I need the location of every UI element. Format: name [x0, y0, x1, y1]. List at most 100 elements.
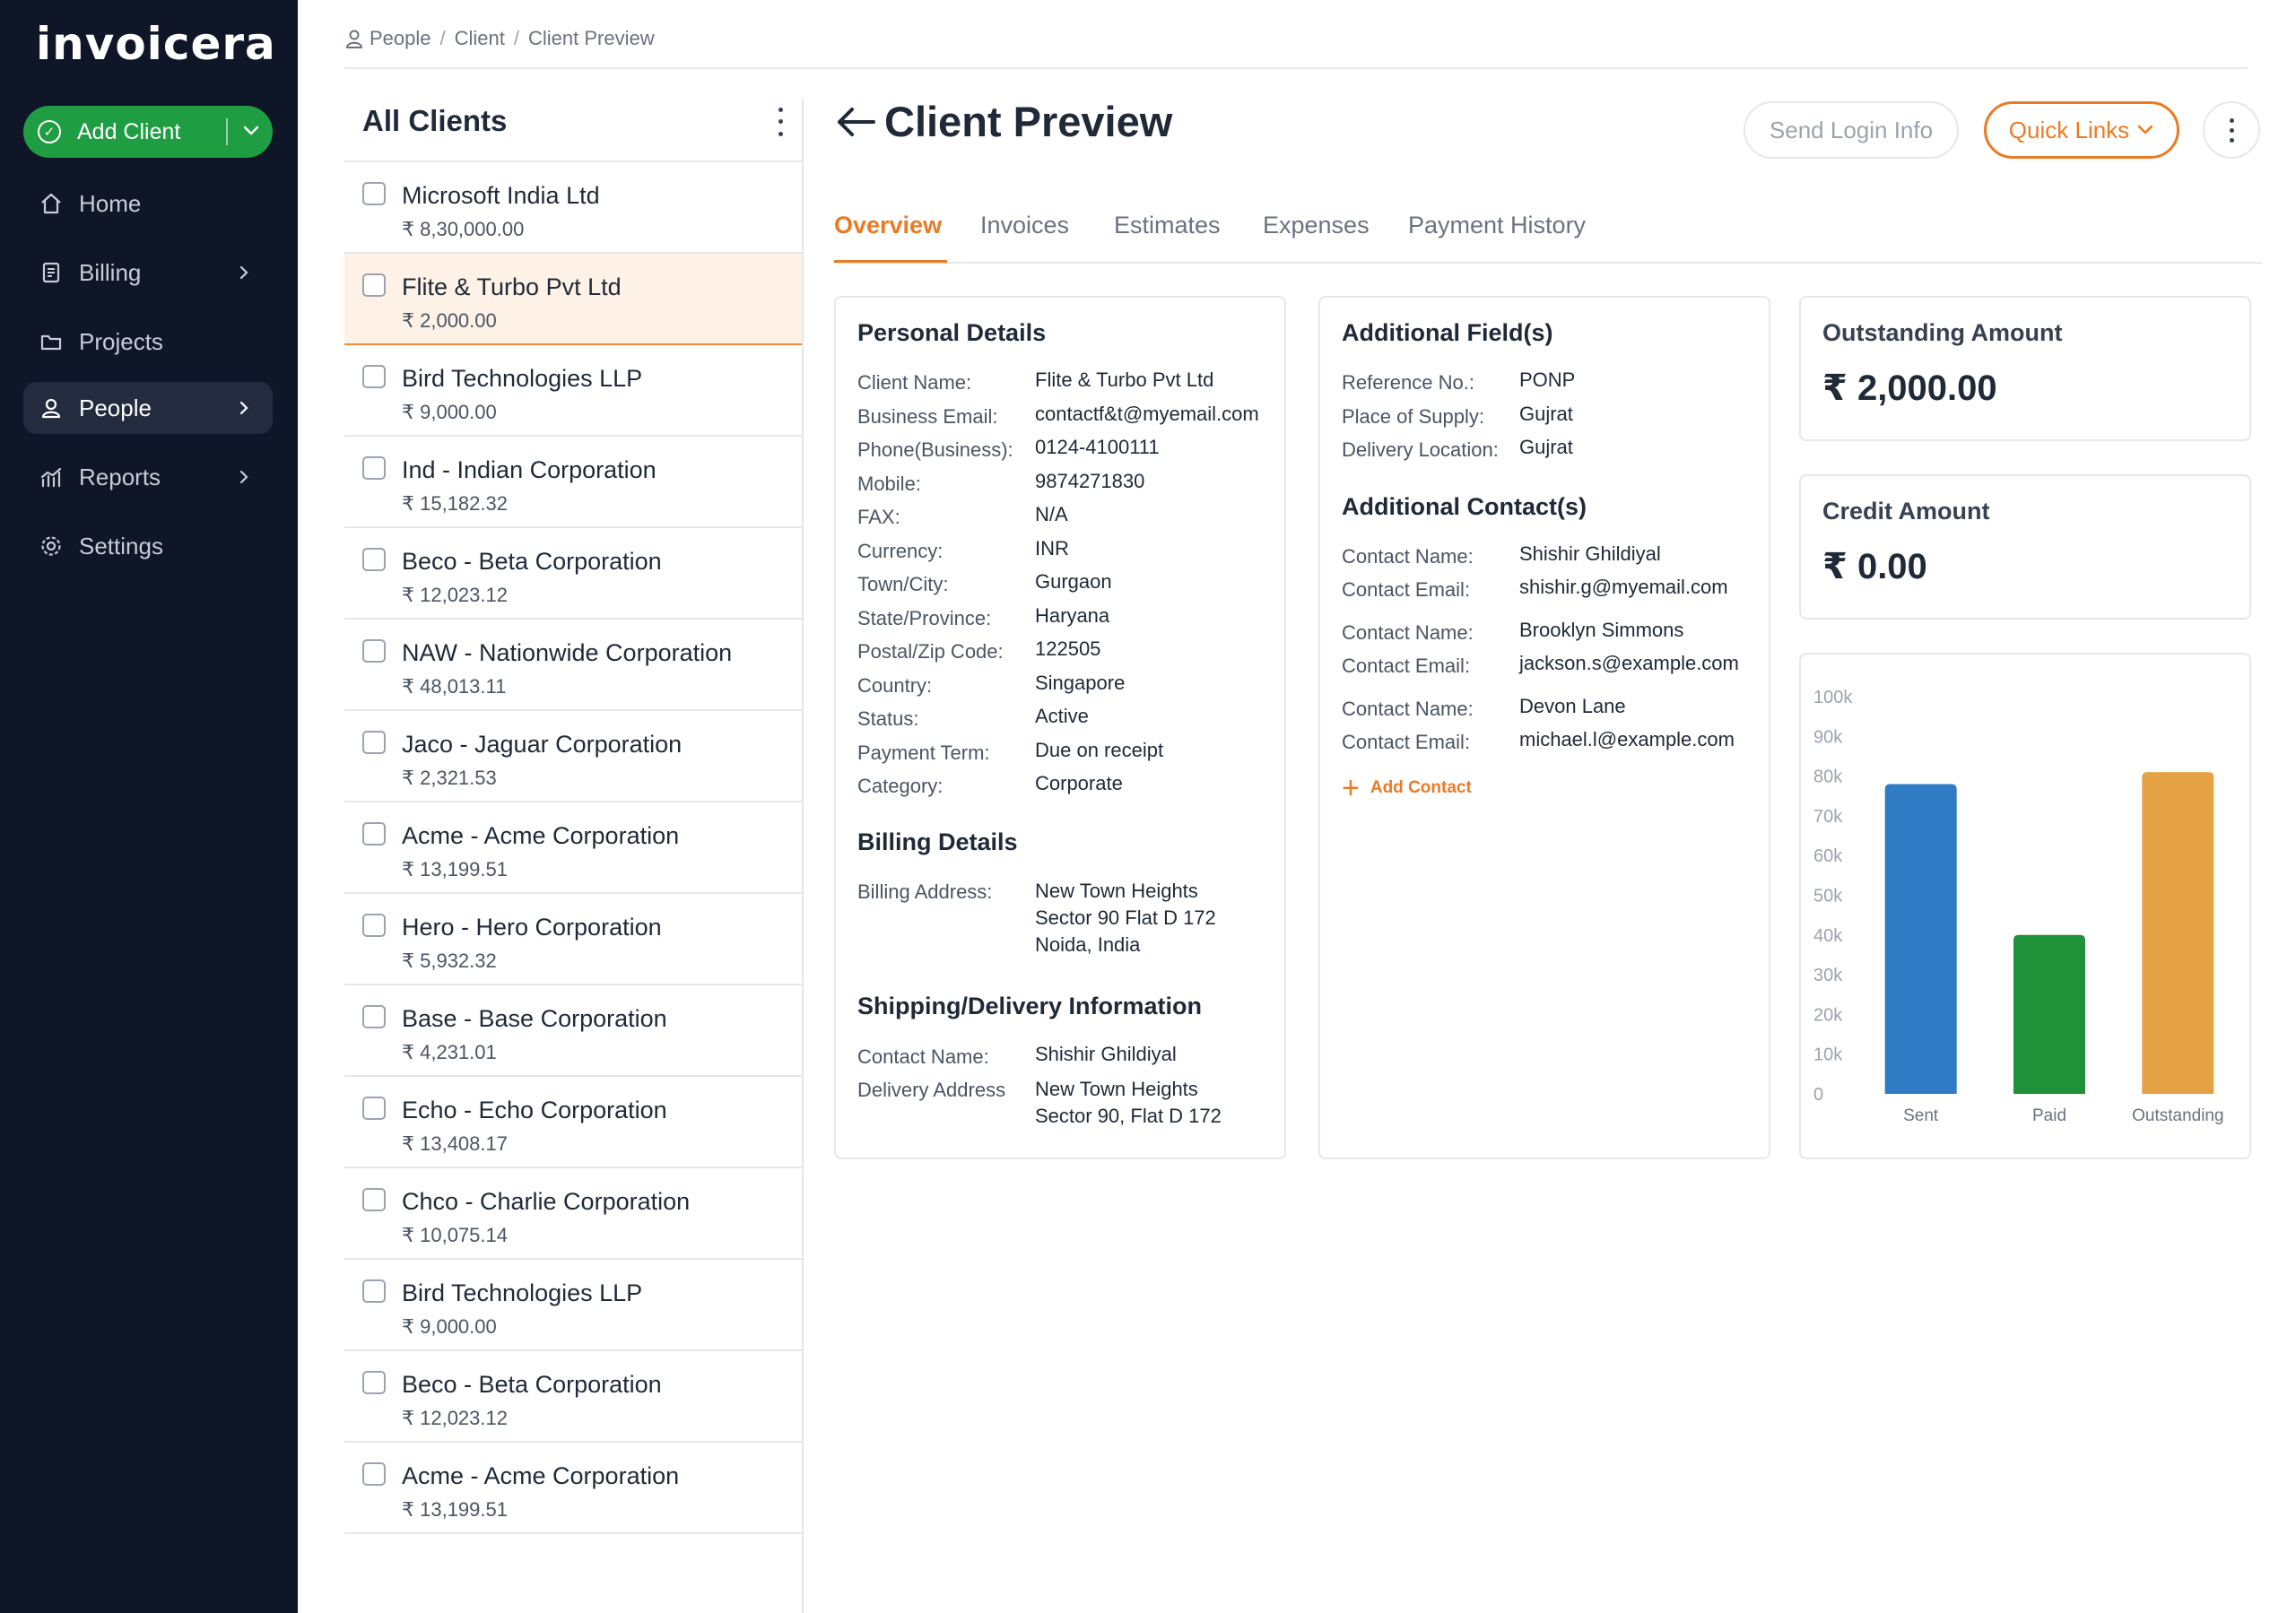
app-logo[interactable]: invoicera [36, 18, 276, 70]
sidebar-item-home[interactable]: Home [23, 178, 273, 230]
field-label: Contact Name: [1342, 698, 1474, 720]
add-client-label: Add Client [77, 118, 181, 144]
client-amount: ₹ 8,30,000.00 [402, 218, 525, 240]
delivery-address-line: Sector 90, Flat D 172 [1035, 1105, 1222, 1127]
client-checkbox[interactable] [362, 1371, 386, 1394]
client-list-item[interactable]: Chco - Charlie Corporation ₹ 10,075.14 [344, 1168, 802, 1260]
client-list-item[interactable]: Flite & Turbo Pvt Ltd ₹ 2,000.00 [344, 254, 802, 345]
sidebar-item-label: Settings [79, 532, 163, 559]
client-list-item[interactable]: Base - Base Corporation ₹ 4,231.01 [344, 985, 802, 1077]
credit-amount-label: Credit Amount [1822, 498, 1990, 525]
client-checkbox[interactable] [362, 273, 386, 297]
tab-estimates[interactable]: Estimates [1114, 212, 1221, 238]
y-tick-label: 40k [1813, 926, 1843, 946]
quick-links-button[interactable]: Quick Links [1984, 101, 2179, 159]
check-circle-icon: ✓ [38, 120, 61, 143]
client-name: Bird Technologies LLP [402, 365, 643, 392]
client-list-item[interactable]: Echo - Echo Corporation ₹ 13,408.17 [344, 1077, 802, 1168]
sidebar-item-reports[interactable]: Reports [23, 451, 273, 503]
more-vertical-icon[interactable] [771, 104, 789, 140]
sidebar-item-people[interactable]: People [23, 382, 273, 434]
field-value: Corporate [1035, 772, 1123, 794]
tab-payment-history[interactable]: Payment History [1408, 212, 1587, 238]
client-list-item[interactable]: Jaco - Jaguar Corporation ₹ 2,321.53 [344, 711, 802, 802]
x-category-label: Sent [1903, 1106, 1939, 1125]
client-list-item[interactable]: Ind - Indian Corporation ₹ 15,182.32 [344, 437, 802, 528]
field-label: Contact Name: [1342, 621, 1474, 644]
page-title: Client Preview [884, 98, 1173, 145]
field-value: PONP [1519, 369, 1576, 391]
client-checkbox[interactable] [362, 365, 386, 388]
client-checkbox[interactable] [362, 914, 386, 937]
field-value: Singapore [1035, 672, 1126, 694]
y-tick-label: 70k [1813, 807, 1843, 827]
shipping-heading: Shipping/Delivery Information [857, 993, 1203, 1019]
sidebar-item-billing[interactable]: Billing [23, 247, 273, 299]
tab-invoices[interactable]: Invoices [980, 212, 1070, 238]
tab-expenses[interactable]: Expenses [1263, 212, 1370, 238]
client-amount: ₹ 15,182.32 [402, 492, 508, 515]
client-name: Bird Technologies LLP [402, 1279, 643, 1306]
client-checkbox[interactable] [362, 548, 386, 571]
chevron-down-icon [2136, 121, 2154, 139]
x-category-label: Outstanding [2132, 1106, 2223, 1125]
bar-outstanding[interactable] [2142, 772, 2214, 1094]
breadcrumb-item-people[interactable]: People [370, 27, 431, 49]
credit-amount-value: ₹ 0.00 [1822, 547, 1927, 586]
client-list-item[interactable]: Bird Technologies LLP ₹ 9,000.00 [344, 1260, 802, 1351]
client-list-item[interactable]: Microsoft India Ltd ₹ 8,30,000.00 [344, 162, 802, 254]
bar-sent[interactable] [1884, 784, 1957, 1094]
add-client-button[interactable]: ✓ Add Client [23, 106, 273, 158]
plus-icon: + [1342, 771, 1360, 805]
field-label: Delivery Address [857, 1079, 1006, 1101]
send-login-info-button[interactable]: Send Login Info [1744, 101, 1959, 159]
bar-paid[interactable] [2013, 934, 2085, 1094]
user-icon [344, 28, 364, 49]
client-checkbox[interactable] [362, 731, 386, 754]
client-name: Beco - Beta Corporation [402, 1371, 662, 1398]
field-label: FAX: [857, 506, 900, 528]
client-list-item[interactable]: NAW - Nationwide Corporation ₹ 48,013.11 [344, 620, 802, 711]
client-checkbox[interactable] [362, 1462, 386, 1486]
client-amount: ₹ 48,013.11 [402, 675, 507, 698]
client-checkbox[interactable] [362, 456, 386, 480]
client-checkbox[interactable] [362, 639, 386, 663]
client-list-item[interactable]: Hero - Hero Corporation ₹ 5,932.32 [344, 894, 802, 985]
client-name: Flite & Turbo Pvt Ltd [402, 273, 622, 300]
client-checkbox[interactable] [362, 822, 386, 846]
client-amount: ₹ 13,199.51 [402, 858, 508, 880]
breadcrumb-separator: / [439, 27, 446, 49]
field-value: Gurgaon [1035, 570, 1112, 593]
client-name: Ind - Indian Corporation [402, 456, 657, 483]
client-list-item[interactable]: Beco - Beta Corporation ₹ 12,023.12 [344, 1351, 802, 1443]
sidebar-item-projects[interactable]: Projects [23, 316, 273, 368]
chevron-down-icon[interactable] [239, 118, 264, 143]
breadcrumb: People / Client / Client Preview [344, 27, 655, 50]
field-value: INR [1035, 537, 1069, 559]
client-checkbox[interactable] [362, 1097, 386, 1120]
tab-overview[interactable]: Overview [834, 212, 943, 238]
client-amount: ₹ 13,199.51 [402, 1498, 508, 1521]
client-checkbox[interactable] [362, 182, 386, 205]
sidebar-item-label: Home [79, 189, 142, 217]
client-checkbox[interactable] [362, 1005, 386, 1028]
billing-address-line: New Town Heights [1035, 880, 1198, 902]
contact-email[interactable]: michael.l@example.com [1519, 728, 1735, 750]
sidebar-item-label: Projects [79, 327, 163, 355]
back-arrow-icon[interactable] [834, 104, 877, 140]
client-checkbox[interactable] [362, 1279, 386, 1303]
personal-details-heading: Personal Details [857, 319, 1047, 346]
client-list-item[interactable]: Bird Technologies LLP ₹ 9,000.00 [344, 345, 802, 437]
sidebar-item-settings[interactable]: Settings [23, 520, 273, 572]
more-options-button[interactable] [2203, 101, 2260, 159]
contact-email[interactable]: jackson.s@example.com [1519, 652, 1739, 674]
client-checkbox[interactable] [362, 1188, 386, 1211]
client-list-item[interactable]: Acme - Acme Corporation ₹ 13,199.51 [344, 802, 802, 894]
client-list-item[interactable]: Acme - Acme Corporation ₹ 13,199.51 [344, 1443, 802, 1534]
client-list-item[interactable]: Beco - Beta Corporation ₹ 12,023.12 [344, 528, 802, 620]
contact-email[interactable]: shishir.g@myemail.com [1519, 576, 1728, 598]
breadcrumb-item-client[interactable]: Client [454, 27, 505, 49]
client-amount: ₹ 9,000.00 [402, 401, 497, 423]
add-contact-button[interactable]: + Add Contact [1342, 771, 1472, 805]
sidebar-item-label: Billing [79, 258, 142, 286]
